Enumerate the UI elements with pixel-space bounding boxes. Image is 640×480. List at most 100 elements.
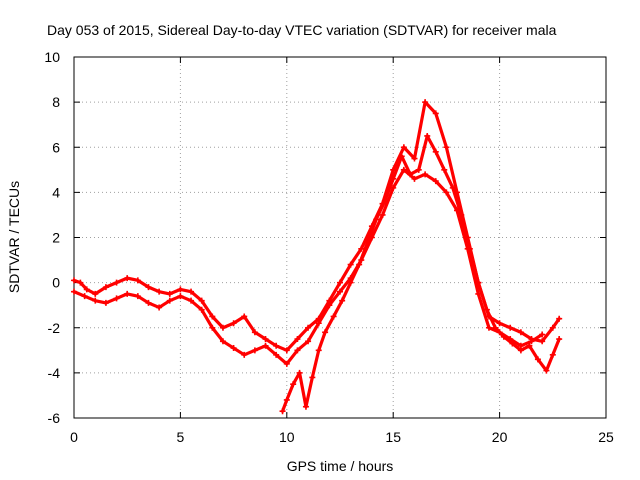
y-tick-label: 0 [52,275,60,291]
series-segment [349,247,363,267]
series-segment [304,375,314,409]
series-segment [551,337,561,357]
series-segment [434,150,446,172]
series-segment [444,145,459,194]
series-segment [502,335,514,346]
series-track-b [71,166,546,367]
series-segment [383,177,395,203]
series-segment [317,303,331,325]
series-segment [338,262,353,285]
series-segment [544,353,555,373]
series-segment [540,326,555,343]
series-segment [434,111,448,149]
y-tick-label: -6 [48,410,61,426]
series-segment [551,317,561,330]
series-segment [157,299,172,310]
series-segment [340,281,353,303]
y-tick-label: 4 [52,184,60,200]
series-segment [136,294,151,305]
series-segment [391,145,406,172]
series-segment [295,326,310,341]
series-segment [327,281,342,303]
series-segment [285,348,300,366]
series-segment [459,213,472,251]
series-segment [380,186,395,217]
series-segment [423,100,438,116]
series-segment [295,339,310,352]
series-segment [285,337,300,352]
series-segment [136,278,151,289]
series-segment [508,337,523,348]
series-segment [510,341,523,352]
axis-tick-labels: 0 5 10 15 20 25 -6 -4 -2 0 2 4 6 8 10 [44,49,614,445]
series-segment [444,190,459,213]
series-segment [189,299,204,312]
series-segment [485,308,497,330]
series-segment [263,337,278,348]
x-tick-label: 0 [70,429,78,445]
y-tick-label: -2 [48,320,61,336]
axis-ticks [73,56,607,419]
series-segment [317,330,327,352]
series-segment [466,247,480,296]
series-segment [310,348,321,379]
series-segment [536,357,549,373]
data-points [71,99,563,415]
series-segment [476,292,491,330]
x-tick-label: 10 [279,429,295,445]
series-segment [519,330,534,341]
series-segment [263,344,278,357]
series-segment [189,290,204,303]
series-segment [359,224,374,251]
series-segment [366,217,378,244]
series-segment [374,199,387,222]
series-segment [253,330,268,341]
series-segment [493,326,506,339]
series-segment [306,317,321,330]
chart-title: Day 053 of 2015, Sidereal Day-to-day VTE… [47,22,557,38]
series-segment [434,179,448,194]
series-segment [93,285,108,296]
series-segment [274,353,289,366]
series-segment [402,145,417,161]
series-segment [232,346,246,357]
series-segment [327,290,342,307]
series-segment [442,168,455,190]
series-segment [370,213,385,240]
series-segment [527,344,540,361]
series-track-c [279,132,563,415]
series-segment [425,134,438,154]
series-segment [476,281,489,312]
y-tick-label: -4 [48,365,61,381]
data-point [556,315,563,322]
series-segment [455,208,470,251]
x-tick-label: 25 [598,429,614,445]
series-segment [423,172,438,183]
series-segment [338,276,353,294]
x-tick-label: 20 [492,429,508,445]
series-segment [391,168,406,190]
series-segment [349,262,361,285]
series-segment [468,247,480,285]
series-segment [317,299,331,321]
series-segment [529,332,544,343]
series-segment [285,382,295,402]
series-segment [232,314,246,325]
data-point [556,336,563,343]
series-segment [400,154,412,176]
x-axis-label: GPS time / hours [287,458,394,474]
series-segment [210,326,225,343]
series-segment [297,371,308,409]
series-segment [412,100,427,161]
grid [74,57,606,418]
series-segment [323,314,336,334]
y-tick-label: 10 [44,49,60,65]
series-segment [451,186,463,217]
series-segment [332,299,344,319]
y-axis-label: SDTVAR / TECUs [6,181,22,293]
y-tick-label: 2 [52,230,60,246]
y-tick-label: 6 [52,139,60,155]
x-tick-label: 5 [177,429,185,445]
series-segment [200,299,214,319]
